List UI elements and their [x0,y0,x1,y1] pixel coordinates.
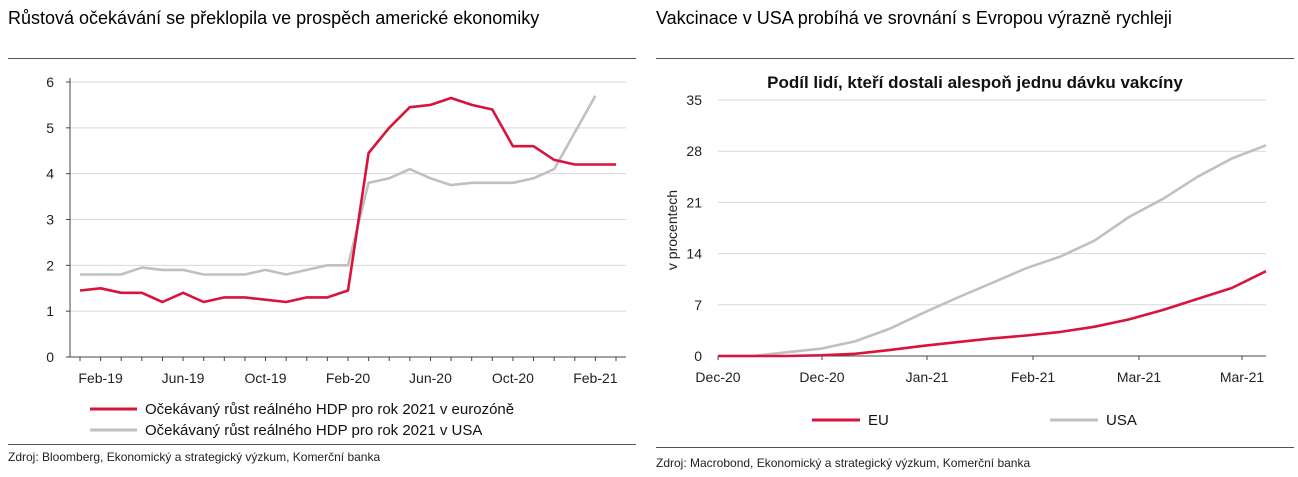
left-chart-title: Růstová očekávání se překlopila ve prosp… [8,8,540,28]
legend-usa-label: Očekávaný růst reálného HDP pro rok 2021… [145,422,482,439]
left-chart-svg: 0 1 2 3 4 5 6 Feb-19 Jun-19 Oct-19 Feb-20 Jun-20 Oct… [46,74,626,439]
right-source: Zdroj: Macrobond, Ekonomický a strategic… [656,456,1031,470]
right-y-tick-label: 35 [686,92,702,108]
legend-usa-label: USA [1106,412,1137,429]
left-source-rule [8,444,636,445]
right-y-tick-label: 28 [686,143,702,159]
right-y-axis-label: v procentech [664,190,680,270]
left-y-tick-label: 6 [46,74,54,90]
left-x-tick-label: Oct-19 [245,370,287,386]
left-y-tick-label: 3 [46,212,54,228]
left-y-tick-label: 1 [46,303,54,319]
right-x-tick-label: Dec-20 [799,369,844,385]
vaccine-chart-subtitle: Podíl lidí, kteří dostali alespoň jednu … [767,73,1183,92]
right-y-tick-label: 0 [694,348,702,364]
left-x-tick-label: Jun-19 [162,370,205,386]
left-y-tick-label: 0 [46,349,54,365]
usa-vaccination-line [718,144,1267,358]
left-x-tick-label: Oct-20 [492,370,534,386]
right-x-tick-label: Mar-21 [1220,369,1265,385]
right-x-tick-label: Mar-21 [1117,369,1162,385]
left-y-tick-label: 2 [46,257,54,273]
left-chart-panel: Růstová očekávání se překlopila ve prosp… [0,0,640,477]
right-x-tick-label: Dec-20 [695,369,740,385]
right-chart-svg: Podíl lidí, kteří dostali alespoň jednu … [664,73,1267,429]
usa-series-line [80,95,597,276]
left-title-rule [8,58,636,59]
right-chart-title: Vakcinace v USA probíhá ve srovnání s Ev… [656,8,1172,28]
right-x-tick-label: Feb-21 [1011,369,1056,385]
left-x-tick-label: Feb-21 [573,370,618,386]
right-chart-panel: Vakcinace v USA probíhá ve srovnání s Ev… [652,0,1298,477]
left-y-tick-label: 5 [46,120,54,136]
left-y-tick-label: 4 [46,166,54,182]
left-x-tick-label: Jun-20 [409,370,452,386]
right-y-tick-label: 21 [686,194,702,210]
right-source-rule [656,447,1294,448]
eu-vaccination-line [718,270,1267,358]
right-x-tick-label: Jan-21 [906,369,949,385]
legend-eurozone-label: Očekávaný růst reálného HDP pro rok 2021… [145,401,514,418]
left-x-tick-label: Feb-19 [78,370,123,386]
legend-eu-label: EU [868,412,889,429]
eurozone-series-line [79,96,616,304]
left-x-tick-label: Feb-20 [326,370,371,386]
left-source: Zdroj: Bloomberg, Ekonomický a strategic… [8,450,381,464]
right-y-tick-label: 14 [686,246,702,262]
right-title-rule [656,58,1294,59]
right-y-tick-label: 7 [694,297,702,313]
